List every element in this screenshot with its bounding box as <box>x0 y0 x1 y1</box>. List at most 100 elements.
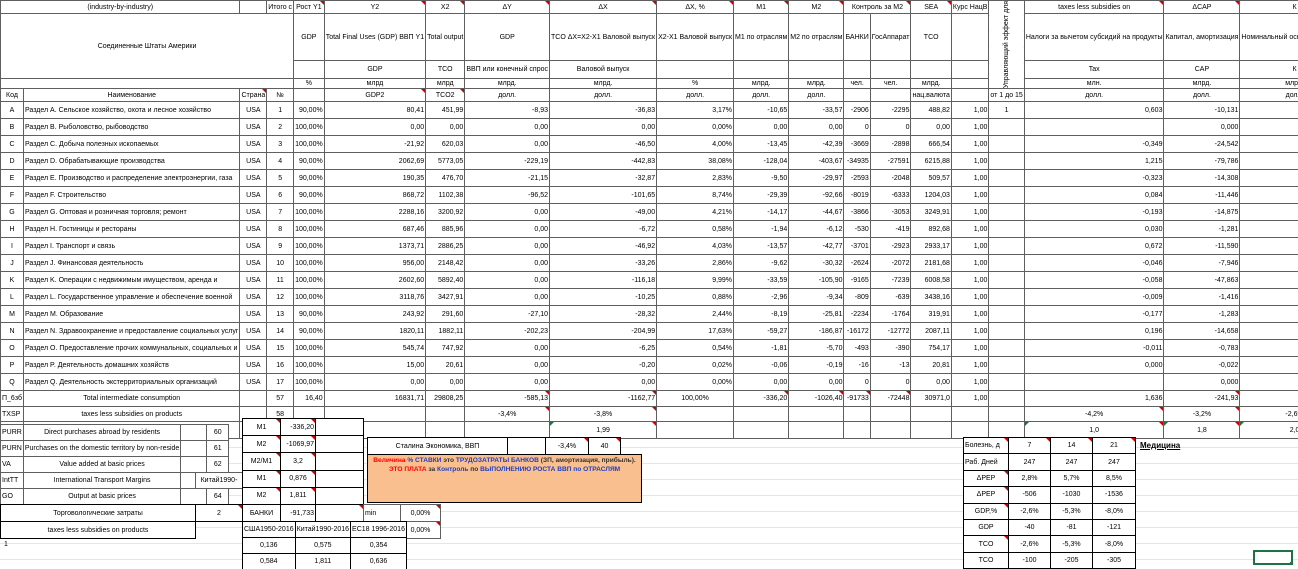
cell[interactable]: GDP2 <box>323 88 427 103</box>
cell[interactable]: млрд. <box>549 78 658 90</box>
cell[interactable]: 2 <box>195 504 243 522</box>
industry-country[interactable]: USA <box>239 237 268 256</box>
cell[interactable]: 17,63% <box>656 322 735 341</box>
cell[interactable]: -2593 <box>843 169 871 188</box>
cell[interactable]: долл. <box>464 88 551 103</box>
cell[interactable]: Налоги за вычетом субсидий на продукты <box>1023 12 1165 62</box>
cell[interactable] <box>869 60 912 80</box>
industry-country[interactable]: USA <box>239 322 268 341</box>
cell[interactable] <box>843 60 871 80</box>
cell[interactable]: -8,0% <box>1092 502 1136 520</box>
cell[interactable] <box>950 406 990 423</box>
cell[interactable]: 2602,60 <box>323 271 427 290</box>
col-dx[interactable]: ΔX <box>549 0 658 14</box>
cell[interactable]: млрд. <box>464 78 551 90</box>
cell[interactable]: Китай1990- <box>195 472 243 489</box>
cell[interactable]: Total output <box>425 12 466 62</box>
cell[interactable]: Валовой выпуск <box>549 60 658 80</box>
industry-number[interactable]: 12 <box>266 288 295 307</box>
cell[interactable] <box>950 88 990 103</box>
industry-country[interactable]: USA <box>239 186 268 205</box>
cell[interactable]: 60 <box>206 424 230 441</box>
cell[interactable] <box>869 421 912 440</box>
cell[interactable] <box>1023 373 1165 392</box>
cell[interactable]: 1,00 <box>950 220 990 239</box>
industry-code[interactable]: M <box>0 305 24 324</box>
cell[interactable]: -47,468 <box>1239 101 1298 120</box>
cell[interactable] <box>315 503 364 523</box>
industry-name[interactable]: Раздел K. Операции с недвижимым имуществ… <box>22 271 241 290</box>
cell[interactable]: Value added at basic prices <box>22 456 182 473</box>
cell[interactable]: 0,575 <box>294 537 352 554</box>
cell[interactable]: -0,009 <box>1023 288 1165 307</box>
cell[interactable]: -53,967 <box>1239 237 1298 256</box>
cell[interactable]: -186,87 <box>788 322 845 341</box>
col-dy[interactable]: ΔY <box>464 0 551 14</box>
cell[interactable]: 476,70 <box>425 169 466 188</box>
cell[interactable]: 1,00 <box>950 101 990 120</box>
cell[interactable]: долл. <box>733 88 790 103</box>
cell[interactable]: -7239 <box>869 271 912 290</box>
cell[interactable]: -14,308 <box>1163 169 1241 188</box>
cell[interactable]: -21,92 <box>323 135 427 154</box>
cell[interactable]: -0,011 <box>1023 339 1165 358</box>
cell[interactable]: 0,00 <box>733 373 790 392</box>
industry-name[interactable]: Раздел O. Предоставление прочих коммунал… <box>22 339 241 358</box>
cell[interactable]: 61 <box>206 440 230 457</box>
cell[interactable] <box>788 421 845 440</box>
cell[interactable]: -2048 <box>869 169 912 188</box>
col-name[interactable]: Наименование <box>22 88 241 103</box>
cell[interactable]: чел. <box>843 78 871 90</box>
cell[interactable]: -72448 <box>869 390 912 408</box>
cell[interactable]: 1,00 <box>950 322 990 341</box>
cell[interactable]: 1882,11 <box>425 322 466 341</box>
cell[interactable]: International Transport Margins <box>22 472 182 489</box>
cell[interactable]: -14,17 <box>733 203 790 222</box>
cell[interactable]: 8,74% <box>656 186 735 205</box>
cell[interactable]: -0,197 <box>1239 356 1298 375</box>
cell[interactable]: -4,578 <box>1239 220 1298 239</box>
industry-number[interactable]: 11 <box>266 271 295 290</box>
cell[interactable]: -29,97 <box>788 169 845 188</box>
industry-number[interactable]: 5 <box>266 169 295 188</box>
cell[interactable]: 100,00% <box>656 390 735 408</box>
cell[interactable]: 100,00% <box>293 339 325 358</box>
cell[interactable]: 0 <box>869 118 912 137</box>
cell[interactable]: -8,19 <box>733 305 790 324</box>
cell[interactable]: 3427,91 <box>425 288 466 307</box>
cell[interactable]: -442,83 <box>549 152 658 171</box>
gov-apparatus-header[interactable]: ГосАппарат <box>869 12 912 62</box>
cell[interactable]: 956,00 <box>323 254 427 273</box>
industry-number[interactable]: 1 <box>266 101 295 120</box>
cell[interactable] <box>656 60 735 80</box>
cell[interactable] <box>910 60 952 80</box>
cell[interactable]: 2062,69 <box>323 152 427 171</box>
cell[interactable]: -46,92 <box>549 237 658 256</box>
cell[interactable]: долл. <box>1023 88 1165 103</box>
industry-code[interactable]: L <box>0 288 24 307</box>
sheet-subtitle[interactable]: (industry-by-industry) <box>0 0 241 14</box>
cell[interactable] <box>988 169 1025 188</box>
cell[interactable]: -91,733 <box>280 503 316 523</box>
cell[interactable]: 100,00% <box>293 356 325 375</box>
cell[interactable]: ВВП или конечный спрос <box>464 60 551 80</box>
cell[interactable] <box>988 305 1025 324</box>
cell[interactable]: -6,368 <box>1239 339 1298 358</box>
cell[interactable]: -21,15 <box>464 169 551 188</box>
cell[interactable]: -27,10 <box>464 305 551 324</box>
cell[interactable]: 451,99 <box>425 101 466 120</box>
cell[interactable]: -105,90 <box>788 271 845 290</box>
cell[interactable]: 90,00% <box>293 305 325 324</box>
cell[interactable]: 0,354 <box>350 537 407 554</box>
cell[interactable]: 100,00% <box>293 254 325 273</box>
cell[interactable]: 0 <box>843 373 871 392</box>
cell[interactable]: -8,0% <box>1092 535 1136 553</box>
cell[interactable]: TXSP <box>0 406 24 423</box>
cell[interactable]: M2 <box>242 486 281 505</box>
cell[interactable]: 0,00 <box>425 373 466 392</box>
taxes-subsidies-label[interactable]: taxes less subsidies on products <box>0 521 196 539</box>
cell[interactable]: -81 <box>1050 518 1093 537</box>
cell[interactable]: -9,50 <box>733 169 790 188</box>
cell[interactable] <box>788 60 845 80</box>
cell[interactable]: долл. <box>1239 88 1298 103</box>
